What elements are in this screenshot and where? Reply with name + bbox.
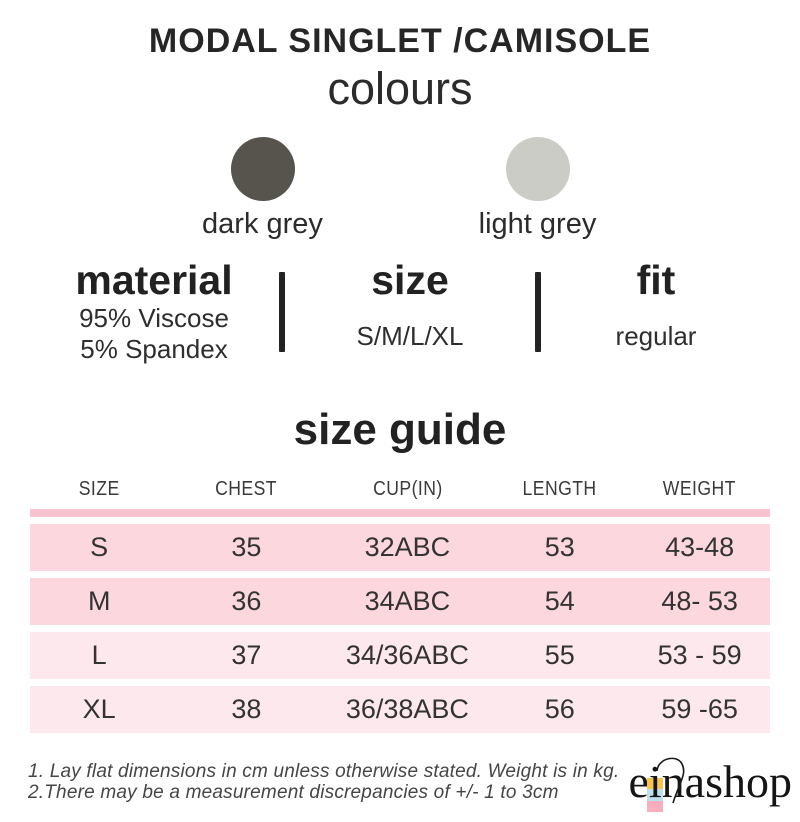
light-grey-circle-icon	[505, 136, 570, 201]
cell-size: S	[90, 531, 109, 562]
size-heading: size	[371, 256, 449, 303]
cell-length: 55	[544, 639, 575, 670]
cell-size: M	[87, 585, 111, 616]
spec-size: size S/M/L/XL	[285, 256, 535, 367]
cell-chest: 36	[231, 585, 262, 616]
header-separator-band	[30, 508, 770, 517]
colours-heading: colours	[327, 63, 473, 115]
logo-text-pre: e	[628, 756, 649, 807]
column-header-weight: WEIGHT	[663, 477, 737, 500]
swatch-label-dark-grey: dark grey	[202, 207, 323, 240]
material-heading: material	[75, 256, 233, 303]
specs-row: material 95% Viscose 5% Spandex size S/M…	[0, 256, 800, 367]
size-guide-heading: size guide	[293, 405, 507, 455]
product-info-card: MODAL SINGLET /CAMISOLE colours dark gre…	[0, 22, 800, 812]
size-guide-table: SIZE CHEST CUP(IN) LENGTH WEIGHT S 35 32…	[30, 477, 770, 733]
dark-grey-circle-icon	[230, 136, 295, 201]
column-header-cup: CUP(IN)	[372, 477, 443, 500]
cell-cup: 34/36ABC	[345, 639, 469, 670]
swatch-light-grey: light grey	[453, 136, 623, 242]
colour-swatches: dark grey light grey	[0, 136, 800, 242]
size-line: S/M/L/XL	[356, 320, 464, 351]
logo-accent-letter: i	[646, 756, 685, 812]
cell-cup: 34ABC	[364, 585, 451, 616]
fit-heading: fit	[636, 256, 676, 303]
logo-letter-i: i	[648, 756, 662, 807]
cell-cup: 32ABC	[364, 531, 451, 562]
logo-yellow-block	[646, 778, 663, 789]
cell-length: 53	[544, 531, 575, 562]
divider-bar	[279, 271, 285, 352]
table-row-m: M 36 34ABC 54 48- 53	[30, 577, 770, 625]
material-line-1: 95% Viscose	[79, 302, 229, 333]
table-row-s: S 35 32ABC 53 43-48	[30, 523, 770, 571]
column-header-size: SIZE	[78, 477, 120, 500]
cell-size: L	[91, 639, 107, 670]
cell-size: XL	[82, 693, 116, 724]
spec-material: material 95% Viscose 5% Spandex	[29, 256, 279, 367]
table-row-l: L 37 34/36ABC 55 53 - 59	[30, 631, 770, 679]
fit-line: regular	[615, 320, 697, 351]
footnotes: 1. Lay flat dimensions in cm unless othe…	[28, 761, 619, 803]
cell-chest: 38	[231, 693, 262, 724]
material-line-2: 5% Spandex	[80, 334, 228, 365]
cell-weight: 59 -65	[661, 693, 738, 724]
footnote-2: 2.There may be a measurement discrepanci…	[28, 782, 559, 803]
cell-length: 56	[544, 693, 575, 724]
logo-text-post: nashop	[661, 756, 792, 807]
cell-length: 54	[544, 585, 575, 616]
product-title: MODAL SINGLET /CAMISOLE	[148, 22, 652, 60]
table-row-xl: XL 38 36/38ABC 56 59 -65	[30, 685, 770, 733]
swatch-dark-grey: dark grey	[178, 136, 348, 242]
cell-chest: 37	[231, 639, 262, 670]
einashop-logo: e i nashop	[628, 756, 792, 812]
column-header-length: LENGTH	[522, 477, 597, 500]
cell-cup: 36/38ABC	[345, 693, 469, 724]
cell-chest: 35	[231, 531, 262, 562]
cell-weight: 43-48	[665, 531, 735, 562]
cell-weight: 48- 53	[661, 585, 738, 616]
divider-bar	[535, 271, 541, 352]
footnote-1: 1. Lay flat dimensions in cm unless othe…	[28, 761, 620, 782]
swatch-label-light-grey: light grey	[478, 207, 597, 240]
cell-weight: 53 - 59	[657, 639, 742, 670]
spec-fit: fit regular	[541, 256, 771, 367]
table-header-row: SIZE CHEST CUP(IN) LENGTH WEIGHT	[30, 477, 770, 501]
column-header-chest: CHEST	[215, 477, 278, 500]
